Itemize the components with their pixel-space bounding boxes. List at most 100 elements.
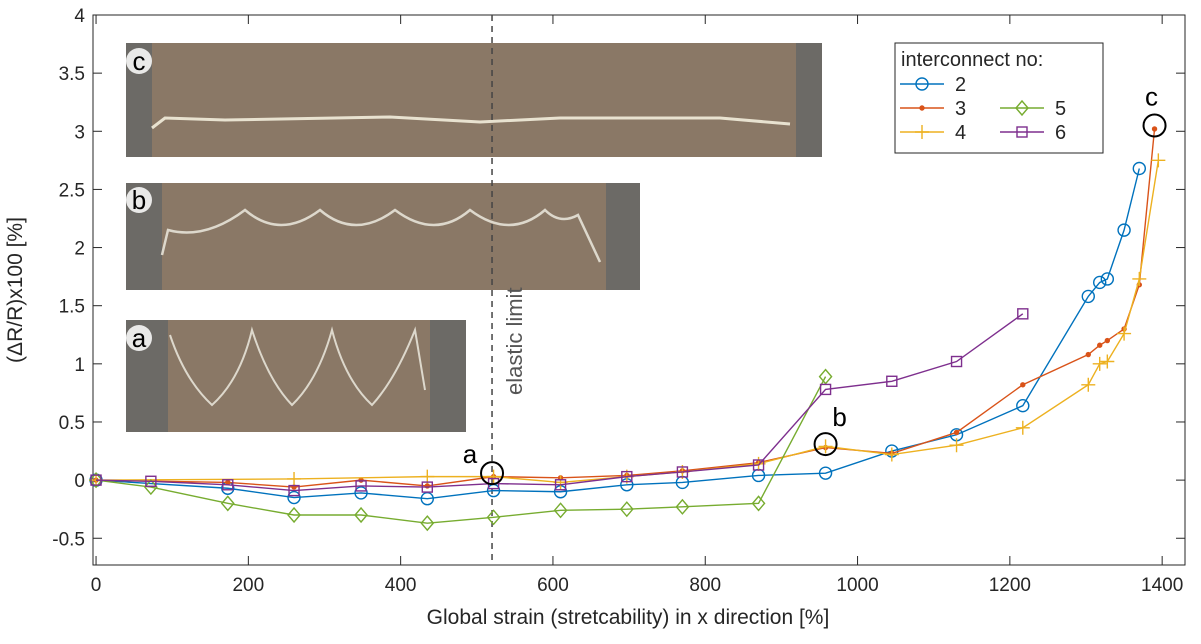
marker: [287, 490, 301, 505]
x-tick-label: 1000: [836, 575, 878, 596]
marker: [818, 466, 833, 480]
axes-box: [92, 14, 1186, 566]
elastic-limit-label: elastic limit: [502, 287, 527, 395]
marker: [287, 506, 301, 524]
marker: [1081, 377, 1096, 392]
marker: [818, 439, 833, 454]
marker: [143, 479, 158, 496]
y-tick-label: 3: [74, 122, 85, 143]
marker: [1132, 161, 1147, 176]
annotation-circle: [1142, 113, 1167, 138]
marker: [953, 429, 960, 436]
marker: [950, 355, 963, 368]
marker: [1093, 275, 1107, 290]
y-tick-label: 1.5: [59, 297, 85, 318]
inset-label-bg: [126, 325, 152, 351]
inset-b: [126, 183, 640, 290]
marker: [752, 459, 765, 471]
marker: [355, 480, 367, 492]
y-tick-label: 2.5: [59, 180, 85, 201]
marker: [420, 515, 435, 532]
inset-a: [126, 320, 466, 432]
legend-marker: [915, 125, 929, 139]
legend-marker: [1015, 99, 1029, 117]
marker: [1092, 356, 1107, 371]
x-axis-label: Global strain (stretcability) in x direc…: [427, 606, 830, 629]
x-tick-label: 600: [537, 575, 569, 596]
marker: [1117, 326, 1132, 341]
y-axis-label: (ΔR/R)x100 [%]: [4, 217, 27, 363]
inset-labels: c b a: [126, 46, 152, 353]
series-line: [96, 168, 1140, 500]
marker: [751, 495, 766, 512]
x-tick-label: 400: [385, 575, 417, 596]
legend-label: 3: [955, 98, 966, 120]
marker: [886, 375, 898, 387]
y-tick-label: 4: [74, 6, 85, 27]
marker: [486, 469, 501, 484]
x-tick-label: 200: [232, 575, 264, 596]
marker: [90, 474, 102, 486]
marker: [225, 479, 231, 486]
marker: [553, 502, 568, 519]
series-line: [96, 313, 1024, 492]
annotation-label: c: [1145, 81, 1158, 111]
y-tick-label: -0.5: [52, 529, 85, 550]
legend-label: 2: [955, 74, 966, 96]
marker: [884, 447, 899, 462]
y-tick-label: 1: [74, 355, 85, 376]
legend-box: [894, 42, 1104, 154]
inset-label-bg: [126, 48, 152, 74]
marker: [420, 469, 435, 484]
inset-label: b: [132, 185, 146, 215]
marker: [949, 438, 964, 453]
legend-title: interconnect no:: [901, 49, 1043, 71]
marker: [222, 479, 234, 491]
marker: [220, 495, 235, 512]
marker: [1015, 420, 1030, 435]
marker: [619, 501, 634, 518]
marker: [818, 368, 833, 385]
x-tick-label: 1400: [1141, 575, 1183, 596]
marker: [486, 509, 501, 526]
inset-label: a: [132, 323, 147, 353]
marker: [1020, 382, 1026, 388]
inset-c: [126, 43, 822, 157]
marker: [145, 475, 157, 487]
x-tick-label: 800: [689, 575, 721, 596]
legend-label: 6: [1055, 122, 1066, 144]
annotation-circle: [813, 432, 838, 457]
marker: [1017, 308, 1029, 320]
marker: [1151, 153, 1166, 168]
marker: [676, 466, 689, 478]
y-tick-label: 0: [74, 471, 85, 492]
legend-marker: [915, 77, 929, 91]
legend-marker: [919, 105, 925, 111]
x-tick-label: 0: [91, 575, 102, 596]
marker: [1104, 337, 1111, 344]
annotation-circle: [480, 461, 505, 486]
marker: [354, 486, 368, 500]
legend-marker: [1016, 126, 1028, 138]
marker: [554, 479, 567, 491]
legend-label: 4: [955, 122, 966, 144]
marker: [1117, 223, 1131, 237]
marker: [1100, 354, 1115, 369]
legend-label: 5: [1055, 98, 1066, 120]
y-tick-label: 2: [74, 239, 85, 260]
marker: [1151, 126, 1158, 132]
marker: [1100, 272, 1115, 286]
marker: [819, 383, 832, 396]
marker: [1097, 342, 1103, 348]
series-line: [95, 376, 827, 524]
y-tick-label: 0.5: [59, 413, 85, 434]
marker: [287, 471, 302, 486]
marker: [354, 506, 368, 524]
annotation-label: b: [832, 402, 846, 432]
marker: [288, 484, 300, 497]
marker: [89, 472, 103, 489]
inset-label-bg: [126, 187, 152, 213]
marker: [1132, 271, 1147, 286]
marker: [1016, 398, 1030, 413]
